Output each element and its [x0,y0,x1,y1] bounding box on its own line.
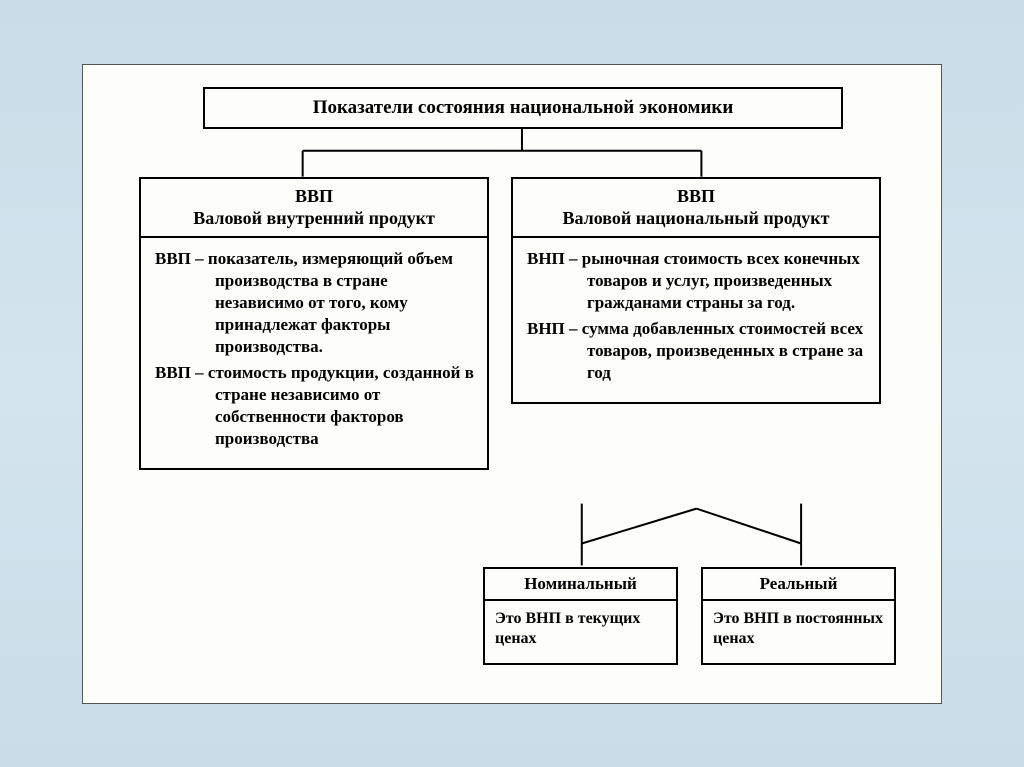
right-column-header: ВВП Валовой национальный продукт [513,179,879,238]
left-column-body: ВВП – показатель, измеряющий объем произ… [141,238,487,469]
left-head-line2: Валовой внутренний продукт [149,207,479,230]
nominal-box: Номинальный Это ВНП в текущих ценах [483,567,678,665]
right-para1: ВНП – рыночная стоимость всех конечных т… [527,248,867,314]
left-head-line1: ВВП [149,185,479,208]
left-column-vvp: ВВП Валовой внутренний продукт ВВП – пок… [139,177,489,471]
right-column-body: ВНП – рыночная стоимость всех конечных т… [513,238,879,403]
nominal-body: Это ВНП в текущих ценах [485,601,676,663]
left-para1: ВВП – показатель, измеряющий объем произ… [155,248,475,358]
real-box: Реальный Это ВНП в постоянных ценах [701,567,896,665]
nominal-head: Номинальный [485,569,676,601]
title-box: Показатели состояния национальной эконом… [203,87,843,129]
right-head-line1: ВВП [521,185,871,208]
right-head-line2: Валовой национальный продукт [521,207,871,230]
right-para2: ВНП – сумма добавленных стоимостей всех … [527,318,867,384]
real-body: Это ВНП в постоянных ценах [703,601,894,663]
real-head: Реальный [703,569,894,601]
left-para2: ВВП – стоимость продукции, созданной в с… [155,362,475,450]
title-text: Показатели состояния национальной эконом… [313,97,734,118]
left-column-header: ВВП Валовой внутренний продукт [141,179,487,238]
diagram-canvas: Показатели состояния национальной эконом… [82,64,942,704]
right-column-vnp: ВВП Валовой национальный продукт ВНП – р… [511,177,881,405]
